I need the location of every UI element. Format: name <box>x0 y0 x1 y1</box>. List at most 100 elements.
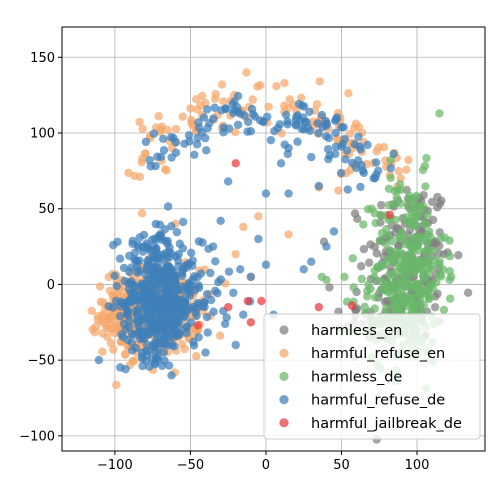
point-harmless_de <box>436 233 446 243</box>
point-harmful_refuse_de <box>359 168 369 178</box>
point-harmful_refuse_en <box>201 98 210 108</box>
point-harmless_de <box>370 304 379 313</box>
point-harmless_de <box>384 200 394 210</box>
point-harmful_refuse_de <box>213 288 222 298</box>
point-harmful_refuse_de <box>203 105 212 114</box>
point-harmful_refuse_de <box>185 137 194 146</box>
point-harmful_refuse_de <box>175 299 185 308</box>
point-harmless_de <box>420 247 430 256</box>
point-harmful_refuse_de <box>104 302 113 311</box>
point-harmless_de <box>445 252 455 261</box>
point-harmful_refuse_de <box>314 181 324 191</box>
point-harmful_refuse_de <box>246 272 256 282</box>
point-harmful_jailbreak_de <box>347 301 357 310</box>
point-harmless_de <box>421 182 430 191</box>
point-harmful_refuse_en <box>219 97 228 106</box>
point-harmful_refuse_de <box>239 310 248 319</box>
point-harmful_refuse_de <box>373 166 383 176</box>
point-harmful_refuse_de <box>157 361 167 370</box>
point-harmless_de <box>397 295 406 304</box>
point-harmful_refuse_de <box>194 283 204 293</box>
point-harmful_refuse_en <box>372 147 381 156</box>
point-harmful_refuse_de <box>389 149 398 159</box>
point-harmful_refuse_de <box>171 281 180 290</box>
point-harmful_refuse_de <box>167 371 176 380</box>
point-harmful_refuse_en <box>264 102 273 111</box>
point-harmful_refuse_de <box>322 242 331 251</box>
point-harmful_refuse_en <box>345 129 355 138</box>
point-harmless_de <box>437 272 446 281</box>
point-harmful_refuse_de <box>94 355 104 365</box>
point-harmful_refuse_de <box>127 346 137 355</box>
point-harmful_refuse_de <box>122 309 132 319</box>
point-harmful_refuse_de <box>182 323 191 333</box>
point-harmful_refuse_en <box>98 329 107 338</box>
point-harmless_de <box>392 193 401 202</box>
point-harmless_en <box>430 302 440 312</box>
point-harmful_refuse_de <box>133 242 143 252</box>
point-harmful_refuse_de <box>281 110 291 119</box>
point-harmful_refuse_de <box>142 303 151 313</box>
point-harmful_refuse_de <box>125 267 134 277</box>
axis-ticks: −100 −50 0 50 100 −100 −50 0 50 100 150 <box>19 51 429 473</box>
point-harmful_refuse_de <box>147 257 156 266</box>
point-harmful_refuse_de <box>166 303 175 312</box>
point-harmless_de <box>416 301 425 310</box>
point-harmful_refuse_de <box>149 129 159 138</box>
point-harmful_refuse_en <box>280 78 289 88</box>
point-harmful_refuse_de <box>193 133 202 143</box>
point-harmless_de <box>419 272 429 282</box>
point-harmless_de <box>348 254 357 263</box>
point-harmful_refuse_en <box>272 82 281 91</box>
point-harmless_de <box>413 210 423 220</box>
point-harmful_refuse_en <box>192 95 201 104</box>
legend-marker <box>279 371 289 381</box>
point-harmful_refuse_de <box>371 158 381 167</box>
point-harmless_de <box>370 209 379 218</box>
point-harmful_refuse_de <box>266 135 276 145</box>
point-harmful_jailbreak_de <box>231 159 240 168</box>
point-harmful_refuse_de <box>201 348 210 357</box>
point-harmless_de <box>446 294 455 303</box>
point-harmful_refuse_de <box>202 289 212 299</box>
legend-label: harmful_refuse_en <box>311 346 445 362</box>
point-harmful_refuse_de <box>261 189 271 198</box>
point-harmful_refuse_en <box>210 94 220 103</box>
point-harmful_refuse_de <box>143 275 152 284</box>
point-harmful_refuse_de <box>153 345 163 354</box>
point-harmful_refuse_en <box>137 158 146 167</box>
point-harmful_refuse_de <box>233 91 243 101</box>
point-harmless_de <box>363 292 372 301</box>
point-harmful_refuse_de <box>134 328 143 337</box>
point-harmful_refuse_en <box>98 347 107 356</box>
point-harmful_refuse_de <box>157 338 166 348</box>
point-harmful_jailbreak_de <box>314 302 324 312</box>
point-harmful_refuse_de <box>276 159 286 168</box>
legend-marker <box>279 395 289 405</box>
point-harmful_refuse_de <box>112 281 121 291</box>
point-harmless_de <box>391 247 401 256</box>
point-harmful_refuse_en <box>163 125 172 135</box>
point-harmful_refuse_de <box>236 265 245 274</box>
point-harmful_refuse_de <box>246 126 256 136</box>
point-harmful_refuse_de <box>117 330 126 339</box>
point-harmful_refuse_de <box>233 120 243 129</box>
point-harmful_refuse_en <box>104 312 114 321</box>
point-harmful_refuse_de <box>160 225 170 234</box>
y-tick-label: 150 <box>30 51 55 66</box>
y-tick-label: 100 <box>30 127 55 142</box>
point-harmful_refuse_de <box>300 125 309 134</box>
point-harmful_jailbreak_de <box>243 296 253 306</box>
point-harmless_de <box>405 249 414 259</box>
point-harmful_refuse_en <box>171 124 181 134</box>
point-harmless_de <box>423 264 433 273</box>
point-harmful_refuse_de <box>323 145 333 154</box>
point-harmless_de <box>402 270 411 279</box>
point-harmless_de <box>424 293 434 302</box>
point-harmful_refuse_de <box>321 132 331 141</box>
point-harmless_de <box>408 303 418 312</box>
point-harmful_refuse_de <box>164 361 174 370</box>
point-harmful_refuse_de <box>154 231 164 240</box>
point-harmful_refuse_de <box>154 277 163 287</box>
